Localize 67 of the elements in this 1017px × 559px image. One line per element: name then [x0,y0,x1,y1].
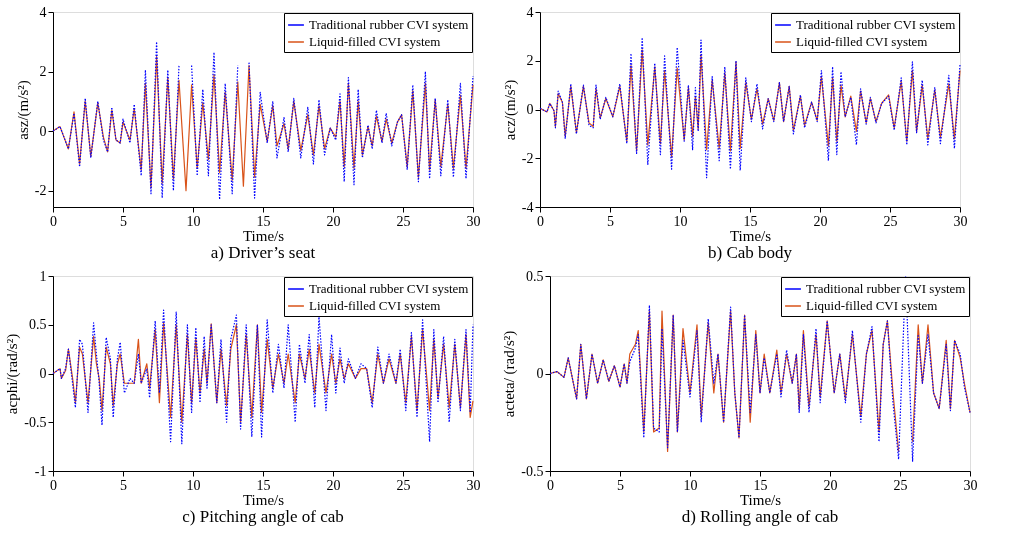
x-tick-label: 20 [326,213,341,229]
y-tick-label: -0.5 [521,463,544,479]
y-tick-label: 0 [536,366,544,381]
x-tick-label: 0 [547,477,554,493]
y-tick-label: 0 [39,123,47,139]
y-tick-label: 0.5 [526,268,544,284]
y-tick-label: -2 [34,183,47,199]
y-axis-title: acteta/ (rad/s²) [501,330,519,418]
y-tick-label: -0.5 [24,414,47,430]
x-tick-label: 25 [396,213,411,229]
y-tick-label: -2 [521,150,534,166]
x-tick-label: 20 [813,213,828,229]
legend-label: Traditional rubber CVI system [806,281,966,296]
x-tick-label: 30 [953,213,968,229]
x-tick-label: 15 [256,477,271,493]
text: a) Driver’s seat [210,243,316,262]
x-tick-label: 15 [256,213,271,229]
x-axis-title: Time/s [739,491,782,508]
text: c) Pitching angle of cab [182,507,344,526]
y-axis-title: acz/(m/s²) [501,79,519,141]
line-series [52,322,474,423]
legend-label: Liquid-filled CVI system [309,298,441,313]
x-tick-label: 30 [466,213,481,229]
x-tick-label: 25 [893,477,908,493]
text: b) Cab body [707,243,793,262]
legend-label: Traditional rubber CVI system [309,281,469,296]
x-axis-title: Time/s [242,491,285,508]
y-tick-label: 1 [39,268,47,284]
x-tick-label: 5 [607,213,614,229]
x-axis-title: Time/s [729,227,772,244]
y-tick-label: 2 [39,64,47,80]
x-tick-label: 10 [673,213,688,229]
y-tick-label: 0 [39,366,47,381]
y-tick-label: 4 [39,4,47,20]
x-tick-label: 10 [683,477,698,493]
y-tick-label: 0 [526,102,534,117]
y-tick-label: 4 [526,4,534,20]
x-tick-label: 30 [466,477,481,493]
legend-label: Liquid-filled CVI system [309,34,441,49]
x-tick-label: 0 [50,477,57,493]
x-tick-label: 15 [743,213,758,229]
x-tick-label: 20 [823,477,838,493]
x-tick-label: 15 [753,477,768,493]
x-tick-label: 30 [963,477,978,493]
y-axis-title: asz/(m/s²) [14,80,32,140]
legend-label: Liquid-filled CVI system [796,34,928,49]
legend-label: Liquid-filled CVI system [806,298,938,313]
y-tick-label: -4 [521,199,534,215]
y-axis-title: acphi/(rad/s²) [4,333,22,415]
x-tick-label: 5 [617,477,624,493]
x-tick-label: 10 [186,213,201,229]
y-tick-label: 0.5 [29,317,47,333]
legend-label: Traditional rubber CVI system [796,17,956,32]
x-tick-label: 20 [326,477,341,493]
x-tick-label: 0 [50,213,57,229]
text: d) Rolling angle of cab [681,507,839,526]
line-series [539,49,961,158]
x-axis-title: Time/s [242,227,285,244]
x-tick-label: 5 [120,213,127,229]
y-tick-label: -1 [34,463,47,479]
legend-label: Traditional rubber CVI system [309,17,469,32]
line-series [539,36,961,179]
y-tick-label: 2 [526,53,534,69]
x-tick-label: 10 [186,477,201,493]
x-tick-label: 5 [120,477,127,493]
x-tick-label: 25 [396,477,411,493]
x-tick-label: 25 [883,213,898,229]
